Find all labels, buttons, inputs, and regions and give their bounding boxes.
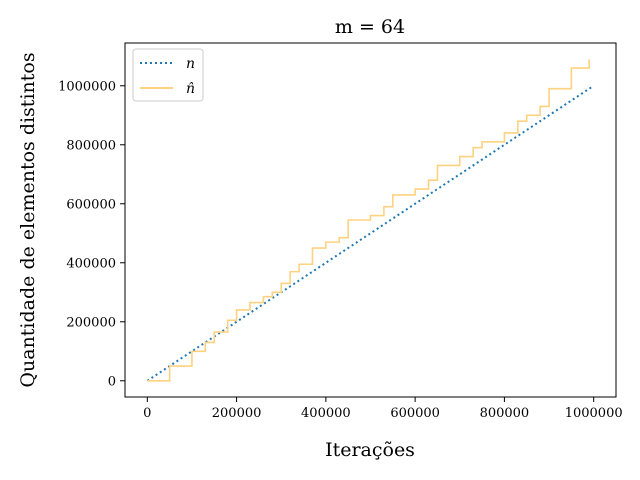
y-tick-label: 1000000 bbox=[58, 79, 116, 94]
x-tick-label: 800000 bbox=[480, 406, 530, 421]
y-tick-label: 600000 bbox=[66, 197, 116, 212]
legend-label-n: n bbox=[186, 56, 195, 72]
x-tick-label: 0 bbox=[143, 406, 151, 421]
series-line-0 bbox=[146, 84, 595, 382]
x-axis-label: Iterações bbox=[325, 439, 415, 461]
chart-title: m = 64 bbox=[335, 16, 405, 38]
y-axis-ticks: 0 200000 400000 600000 800000 1000000 bbox=[58, 79, 125, 389]
y-tick-label: 200000 bbox=[66, 315, 116, 330]
legend: n n̂ bbox=[132, 48, 204, 102]
y-axis-label: Quantidade de elementos distintos bbox=[17, 52, 39, 387]
x-tick-label: 600000 bbox=[390, 406, 440, 421]
y-tick-label: 800000 bbox=[66, 138, 116, 153]
x-tick-label: 200000 bbox=[212, 406, 262, 421]
x-tick-label: 1000000 bbox=[565, 406, 623, 421]
legend-label-n-hat: n̂ bbox=[186, 81, 195, 97]
y-tick-label: 400000 bbox=[66, 256, 116, 271]
series-layer bbox=[146, 59, 595, 382]
x-tick-label: 400000 bbox=[301, 406, 351, 421]
series-line-1 bbox=[147, 59, 591, 382]
x-axis-ticks: 0 200000 400000 600000 800000 1000000 bbox=[143, 397, 623, 421]
y-tick-label: 0 bbox=[108, 374, 116, 389]
